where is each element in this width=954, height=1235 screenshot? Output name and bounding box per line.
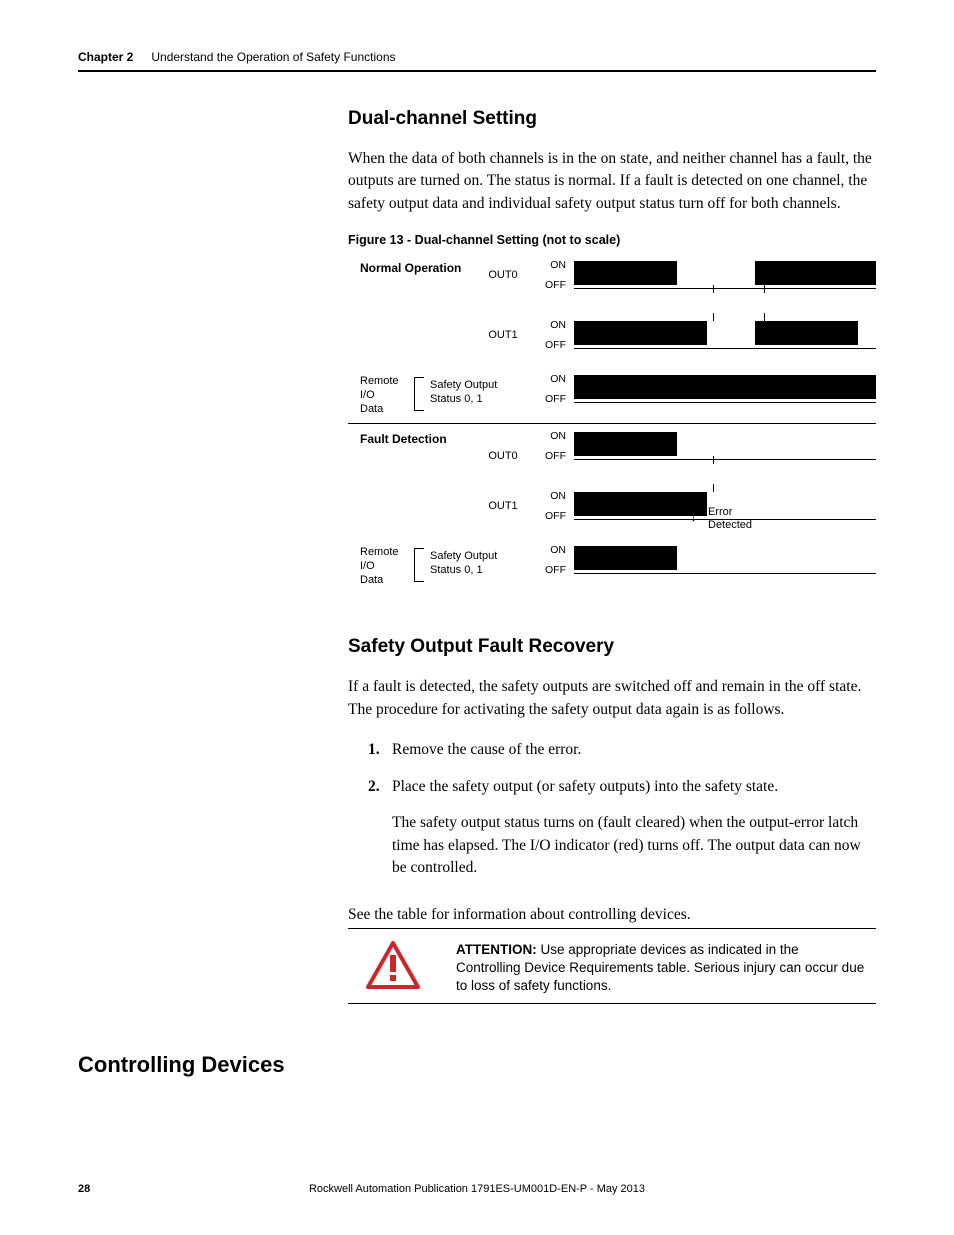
out0-label: OUT0 xyxy=(468,450,538,462)
normal-out1-track xyxy=(574,321,876,349)
off-label: OFF xyxy=(540,564,566,576)
bracket-icon xyxy=(414,548,424,582)
warning-icon xyxy=(366,941,420,989)
safety-output-label: Safety Output Status 0, 1 xyxy=(430,550,497,576)
recovery-steps: Remove the cause of the error. Place the… xyxy=(368,739,876,879)
attention-label: ATTENTION: xyxy=(456,942,537,957)
publication-id: Rockwell Automation Publication 1791ES-U… xyxy=(78,1183,876,1195)
normal-out0-row: OUT0 ON OFF xyxy=(348,261,876,293)
on-label: ON xyxy=(540,373,566,385)
step-1-text: Remove the cause of the error. xyxy=(392,741,581,758)
on-label: ON xyxy=(540,319,566,331)
off-label: OFF xyxy=(540,450,566,462)
timing-diagram: Normal Operation OUT0 ON OFF OUT1 ON OFF… xyxy=(348,261,876,586)
section-divider xyxy=(348,423,876,424)
fault-out0-row: OUT0 ON OFF xyxy=(348,432,876,464)
controlling-devices-heading: Controlling Devices xyxy=(78,1052,285,1078)
chapter-title: Understand the Operation of Safety Funct… xyxy=(151,50,395,64)
normal-status-track xyxy=(574,375,876,403)
header-rule xyxy=(78,70,876,72)
on-label: ON xyxy=(540,490,566,502)
out1-label: OUT1 xyxy=(468,329,538,341)
bracket-icon xyxy=(414,377,424,411)
fault-out0-track xyxy=(574,432,876,460)
chapter-label: Chapter 2 xyxy=(78,50,133,64)
remote-io-label: Remote I/O Data xyxy=(360,546,420,587)
step-1: Remove the cause of the error. xyxy=(368,739,876,761)
remote-io-label: Remote I/O Data xyxy=(360,375,420,416)
normal-status-row: Remote I/O Data Safety Output Status 0, … xyxy=(348,375,876,415)
fault-recovery-para: If a fault is detected, the safety outpu… xyxy=(348,676,876,721)
page-footer: 28 Rockwell Automation Publication 1791E… xyxy=(78,1183,876,1195)
safety-output-label: Safety Output Status 0, 1 xyxy=(430,379,497,405)
controlling-devices-section: See the table for information about cont… xyxy=(348,906,876,1005)
normal-out1-row: OUT1 ON OFF xyxy=(348,321,876,353)
out1-label: OUT1 xyxy=(468,500,538,512)
fault-status-row: Remote I/O Data Safety Output Status 0, … xyxy=(348,546,876,586)
fault-out1-track: ↓ Error Detected xyxy=(574,492,876,520)
on-label: ON xyxy=(540,259,566,271)
cd-rule xyxy=(348,928,876,929)
on-label: ON xyxy=(540,544,566,556)
out0-label: OUT0 xyxy=(468,269,538,281)
dual-channel-para: When the data of both channels is in the… xyxy=(348,148,876,215)
step-2-text: Place the safety output (or safety outpu… xyxy=(392,778,778,795)
figure-caption: Figure 13 - Dual-channel Setting (not to… xyxy=(348,233,876,247)
dual-channel-heading: Dual-channel Setting xyxy=(348,108,876,130)
cd-intro-text: See the table for information about cont… xyxy=(348,906,876,924)
on-label: ON xyxy=(540,430,566,442)
page-number: 28 xyxy=(78,1183,90,1195)
error-detected-label: Error Detected xyxy=(708,506,752,531)
fault-status-track xyxy=(574,546,876,574)
fault-out1-row: OUT1 ON OFF ↓ Error Detected xyxy=(348,492,876,524)
off-label: OFF xyxy=(540,279,566,291)
attention-text: ATTENTION: Use appropriate devices as in… xyxy=(456,941,876,996)
normal-out0-track xyxy=(574,261,876,289)
attention-box: ATTENTION: Use appropriate devices as in… xyxy=(348,937,876,1005)
off-label: OFF xyxy=(540,510,566,522)
step-2: Place the safety output (or safety outpu… xyxy=(368,776,876,880)
off-label: OFF xyxy=(540,339,566,351)
off-label: OFF xyxy=(540,393,566,405)
step-2-sub: The safety output status turns on (fault… xyxy=(392,812,876,879)
page-header: Chapter 2 Understand the Operation of Sa… xyxy=(78,50,876,64)
fault-recovery-heading: Safety Output Fault Recovery xyxy=(348,636,876,658)
